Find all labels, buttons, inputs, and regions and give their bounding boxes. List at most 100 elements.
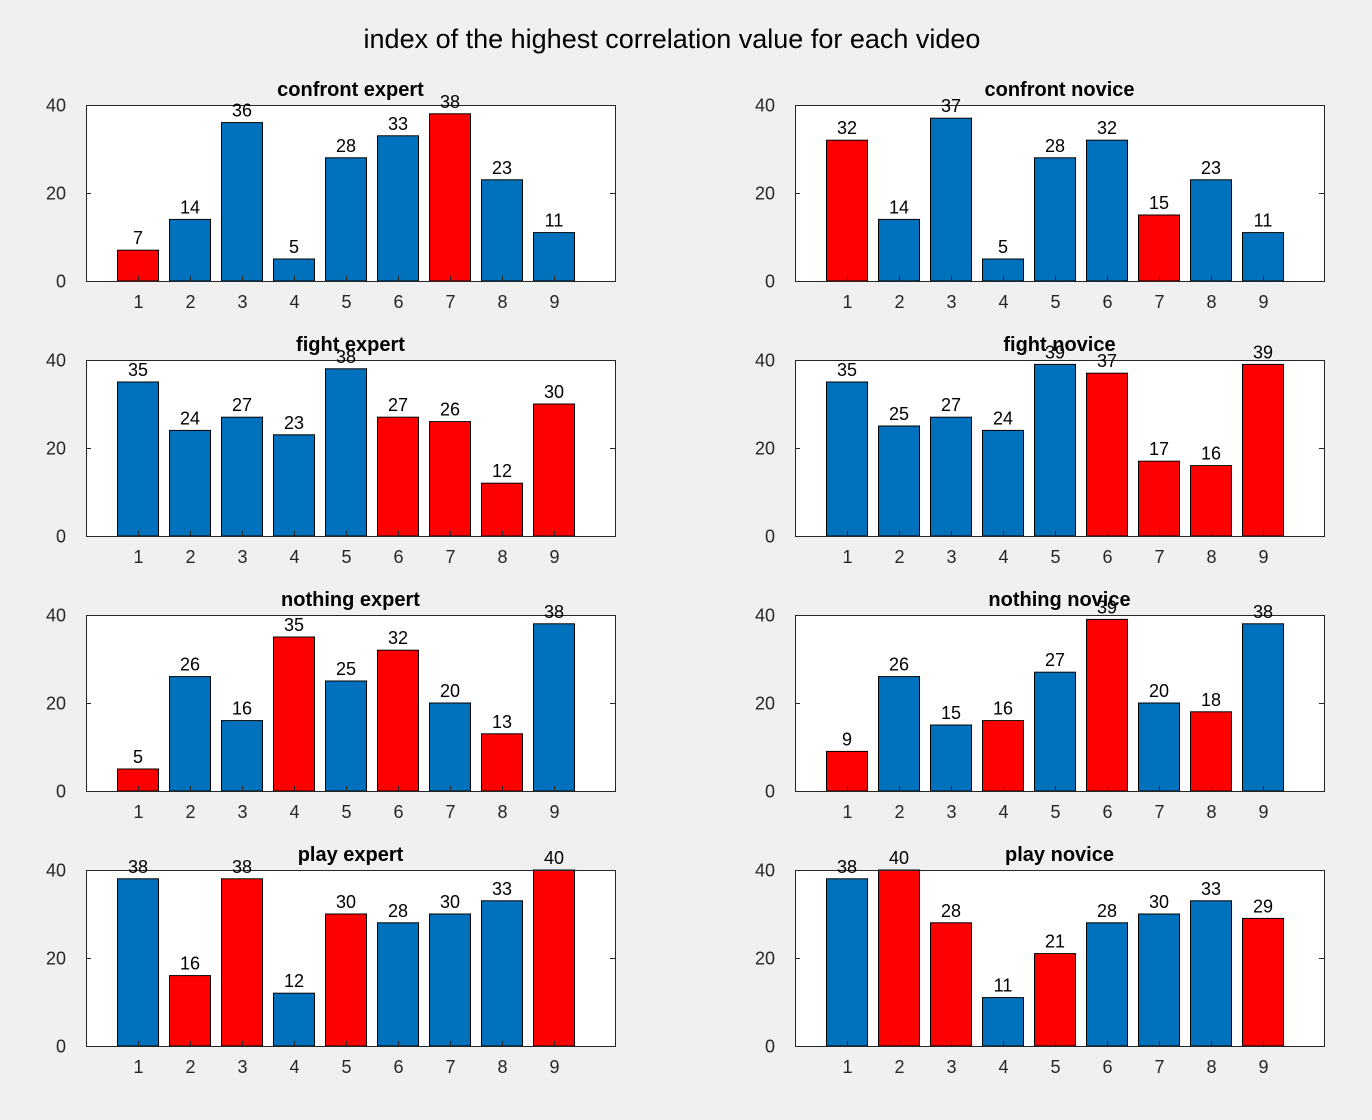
x-tick-label: 4	[998, 292, 1008, 312]
data-label-play-novice-6: 28	[1097, 901, 1117, 921]
bar-confront-novice-2	[878, 218, 920, 282]
data-label-fight-novice-7: 17	[1149, 439, 1169, 459]
x-tick-label: 8	[497, 547, 507, 567]
subplot-title: play expert	[298, 844, 404, 866]
x-tick-label: 7	[1154, 547, 1164, 567]
x-tick-label: 7	[1154, 1057, 1164, 1077]
bar-play-expert-1	[117, 878, 159, 1047]
y-tick-label: 40	[755, 351, 775, 371]
bar-nothing-expert-8	[481, 733, 523, 792]
data-label-fight-expert-7: 26	[440, 400, 460, 420]
x-tick-label: 7	[1154, 292, 1164, 312]
data-label-confront-expert-5: 28	[336, 136, 356, 156]
data-label-play-expert-8: 33	[492, 879, 512, 899]
y-tick-label: 40	[755, 606, 775, 626]
subplot-nothing-expert: 0 20 40 1 2 3 4 5 6 7 8 9 5 26 16 35 25 32 20 13 38 nothing e…	[46, 589, 616, 822]
data-label-confront-expert-8: 23	[492, 158, 512, 178]
y-tick-label: 40	[46, 861, 66, 881]
x-tick-label: 3	[237, 292, 247, 312]
y-tick-label: 20	[46, 694, 66, 714]
bar-fight-novice-9	[1242, 363, 1284, 537]
bar-play-expert-4	[273, 992, 315, 1047]
x-tick-label: 8	[1206, 802, 1216, 822]
data-label-play-novice-5: 21	[1045, 932, 1065, 952]
data-label-fight-novice-3: 27	[941, 395, 961, 415]
x-tick-label: 8	[1206, 1057, 1216, 1077]
y-tick-label: 0	[765, 782, 775, 802]
bar-fight-expert-9	[533, 403, 575, 537]
data-label-nothing-expert-4: 35	[284, 615, 304, 635]
bar-nothing-novice-2	[878, 676, 920, 792]
x-tick-label: 9	[1258, 292, 1268, 312]
data-label-play-novice-9: 29	[1253, 896, 1273, 916]
data-label-nothing-expert-8: 13	[492, 712, 512, 732]
y-tick-label: 40	[46, 606, 66, 626]
data-label-nothing-novice-2: 26	[889, 655, 909, 675]
x-tick-label: 4	[289, 547, 299, 567]
bar-play-novice-3	[930, 922, 972, 1047]
bar-fight-novice-6	[1086, 372, 1128, 537]
bar-nothing-expert-4	[273, 636, 315, 792]
bar-nothing-novice-3	[930, 724, 972, 792]
x-tick-label: 4	[998, 547, 1008, 567]
bar-nothing-novice-7	[1138, 702, 1180, 792]
data-label-confront-novice-3: 37	[941, 96, 961, 116]
bar-nothing-novice-8	[1190, 711, 1232, 792]
data-label-play-expert-5: 30	[336, 892, 356, 912]
y-tick-label: 20	[755, 694, 775, 714]
x-tick-label: 3	[946, 292, 956, 312]
x-tick-label: 1	[133, 802, 143, 822]
bar-confront-expert-6	[377, 135, 419, 282]
bar-nothing-expert-3	[221, 720, 263, 792]
data-label-fight-novice-4: 24	[993, 408, 1013, 428]
bar-nothing-expert-9	[533, 623, 575, 792]
data-label-nothing-expert-9: 38	[544, 602, 564, 622]
bar-fight-expert-8	[481, 482, 523, 537]
x-tick-label: 3	[237, 547, 247, 567]
x-tick-label: 1	[842, 292, 852, 312]
data-label-confront-expert-2: 14	[180, 197, 200, 217]
x-tick-label: 7	[445, 802, 455, 822]
x-tick-label: 9	[549, 547, 559, 567]
data-label-play-expert-2: 16	[180, 954, 200, 974]
bar-play-expert-3	[221, 878, 263, 1047]
data-label-confront-expert-4: 5	[289, 237, 299, 257]
subplot-title: fight novice	[1003, 334, 1115, 356]
bar-confront-novice-6	[1086, 139, 1128, 282]
bar-confront-novice-5	[1034, 157, 1076, 282]
x-tick-label: 4	[998, 1057, 1008, 1077]
bar-nothing-novice-5	[1034, 671, 1076, 792]
data-label-play-expert-4: 12	[284, 971, 304, 991]
x-tick-label: 3	[946, 802, 956, 822]
data-label-nothing-expert-3: 16	[232, 699, 252, 719]
bar-fight-expert-6	[377, 416, 419, 537]
x-tick-label: 8	[497, 1057, 507, 1077]
x-tick-label: 5	[341, 547, 351, 567]
x-tick-label: 9	[549, 802, 559, 822]
x-tick-label: 2	[185, 1057, 195, 1077]
y-tick-label: 0	[765, 527, 775, 547]
x-tick-label: 1	[133, 292, 143, 312]
data-label-confront-expert-3: 36	[232, 101, 252, 121]
x-tick-label: 1	[133, 1057, 143, 1077]
bar-fight-novice-1	[826, 381, 868, 537]
x-tick-label: 3	[237, 1057, 247, 1077]
x-tick-label: 1	[842, 802, 852, 822]
subplot-title: confront novice	[984, 79, 1134, 101]
bar-play-expert-8	[481, 900, 523, 1047]
data-label-play-novice-3: 28	[941, 901, 961, 921]
data-label-nothing-novice-9: 38	[1253, 602, 1273, 622]
bar-play-novice-2	[878, 869, 920, 1047]
x-tick-label: 4	[289, 292, 299, 312]
bar-fight-novice-7	[1138, 460, 1180, 537]
bar-play-novice-7	[1138, 913, 1180, 1047]
y-tick-label: 0	[765, 272, 775, 292]
bar-fight-novice-8	[1190, 465, 1232, 537]
x-tick-label: 5	[1050, 292, 1060, 312]
bar-fight-expert-7	[429, 421, 471, 537]
bar-fight-novice-3	[930, 416, 972, 537]
x-tick-label: 8	[1206, 547, 1216, 567]
x-tick-label: 4	[289, 1057, 299, 1077]
